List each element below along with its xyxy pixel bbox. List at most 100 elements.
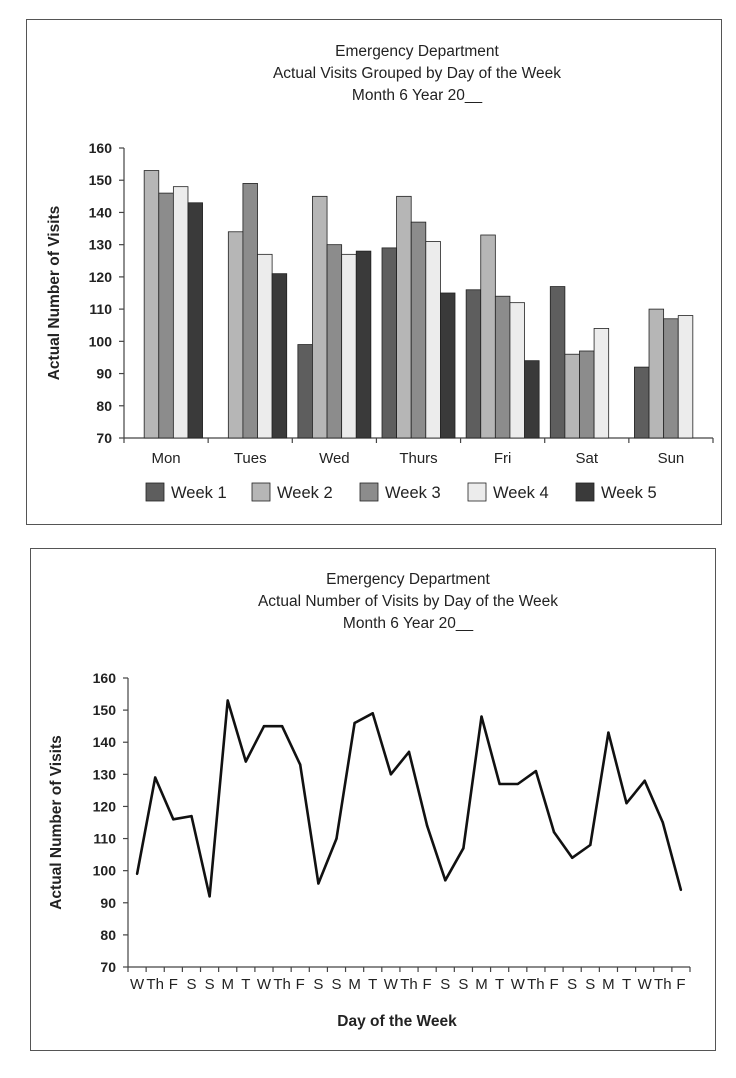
data-point <box>262 724 266 728</box>
x-tick-label: S <box>440 976 450 993</box>
legend-swatch-week-2 <box>251 482 271 502</box>
legend-swatch-week-1 <box>145 482 165 502</box>
x-tick-label: S <box>313 976 323 993</box>
x-tick-label: S <box>331 976 341 993</box>
x-tick-label: M <box>602 976 615 993</box>
y-axis-label: Actual Number of Visits <box>46 206 63 381</box>
data-point <box>317 882 320 885</box>
chart-title-line: Month 6 Year 20__ <box>352 87 483 104</box>
data-point <box>172 818 175 821</box>
chart-title-line: Actual Number of Visits by Day of the We… <box>258 593 558 610</box>
data-point <box>135 872 139 876</box>
bar-week-2 <box>480 234 496 439</box>
x-category-label: Sun <box>658 450 685 467</box>
data-point <box>244 760 248 763</box>
y-tick-label: 80 <box>96 398 112 414</box>
bar-week-2 <box>312 195 328 439</box>
x-category-label: Fri <box>494 450 512 467</box>
x-tick-label: W <box>257 976 272 993</box>
y-tick-label: 110 <box>93 831 116 847</box>
data-point <box>335 837 338 840</box>
legend-label: Week 2 <box>277 484 333 502</box>
y-tick-label: 160 <box>93 670 117 686</box>
bar-chart-panel: Emergency Department Actual Visits Groupe… <box>26 19 722 525</box>
x-category-label: Sat <box>576 450 599 467</box>
bar-week-2 <box>564 353 580 439</box>
chart-title-line: Actual Visits Grouped by Day of the Week <box>273 65 561 82</box>
chart-title-line: Month 6 Year 20__ <box>343 615 474 632</box>
data-point <box>552 830 556 834</box>
x-tick-label: T <box>495 976 504 993</box>
data-point <box>589 843 592 847</box>
series-line-visits <box>135 699 683 898</box>
data-point <box>389 773 393 776</box>
data-point <box>498 782 501 786</box>
x-category-label: Wed <box>319 450 350 467</box>
data-point <box>280 724 284 728</box>
data-point <box>226 699 229 702</box>
data-point <box>407 750 411 754</box>
legend-label: Week 3 <box>385 484 441 502</box>
x-category-label: Thurs <box>399 450 437 467</box>
x-tick-label: M <box>348 976 361 993</box>
y-tick-label: 150 <box>93 702 117 718</box>
y-tick-label: 120 <box>89 269 113 285</box>
data-point <box>570 856 574 860</box>
y-tick-label: 90 <box>100 895 116 911</box>
bar-week-3 <box>494 295 511 439</box>
y-tick-label: 90 <box>96 366 112 382</box>
bar-week-1 <box>381 247 398 439</box>
x-tick-label: W <box>130 976 145 993</box>
data-point <box>444 879 447 882</box>
bar-week-5 <box>355 250 372 439</box>
bar-week-2 <box>396 195 412 439</box>
data-point <box>462 846 465 850</box>
x-tick-label: W <box>384 976 399 993</box>
bar-week-5 <box>439 292 456 439</box>
x-tick-label: S <box>567 976 577 993</box>
x-tick-label: W <box>638 976 653 993</box>
x-tick-label: S <box>205 976 215 993</box>
line-chart: Emergency Department Actual Number of Vis… <box>48 571 691 1030</box>
bar-week-1 <box>297 344 313 439</box>
y-tick-label: 140 <box>89 204 113 220</box>
y-axis-label: Actual Number of Visits <box>48 735 65 910</box>
bar-week-3 <box>410 221 427 439</box>
x-category-label: Mon <box>151 450 180 467</box>
chart-title-line: Emergency Department <box>326 571 490 588</box>
x-tick-label: T <box>241 976 250 993</box>
y-tick-label: 80 <box>100 927 116 943</box>
x-tick-label: F <box>549 976 558 993</box>
x-tick-label: Th <box>400 976 418 993</box>
data-point <box>607 731 610 734</box>
bar-week-1 <box>549 286 566 439</box>
bar-week-4 <box>172 186 189 439</box>
x-category-label: Tues <box>234 450 267 467</box>
bar-week-2 <box>143 170 160 439</box>
chart-title-line: Emergency Department <box>335 43 499 60</box>
y-tick-label: 110 <box>89 301 112 317</box>
data-point <box>643 779 646 782</box>
bar-week-5 <box>187 202 203 439</box>
bar-week-3 <box>326 244 343 439</box>
bar-week-4 <box>257 253 273 439</box>
y-tick-label: 140 <box>93 734 117 750</box>
x-tick-label: S <box>585 976 595 993</box>
data-point <box>353 721 356 725</box>
bar-chart: Emergency Department Actual Visits Groupe… <box>46 43 714 502</box>
legend-swatch-week-3 <box>359 482 379 502</box>
x-tick-label: Th <box>146 976 164 993</box>
bar-week-1 <box>634 366 650 439</box>
x-tick-label: F <box>676 976 685 993</box>
y-tick-label: 150 <box>89 172 113 188</box>
data-point <box>208 895 211 898</box>
x-tick-label: T <box>622 976 631 993</box>
y-tick-label: 70 <box>100 959 116 975</box>
bar-week-5 <box>271 273 288 439</box>
y-tick-label: 130 <box>93 766 117 782</box>
x-axis-label: Day of the Week <box>337 1013 457 1030</box>
bar-week-4 <box>677 315 694 439</box>
x-tick-label: F <box>169 976 178 993</box>
data-point <box>425 824 429 827</box>
data-point <box>371 712 374 715</box>
